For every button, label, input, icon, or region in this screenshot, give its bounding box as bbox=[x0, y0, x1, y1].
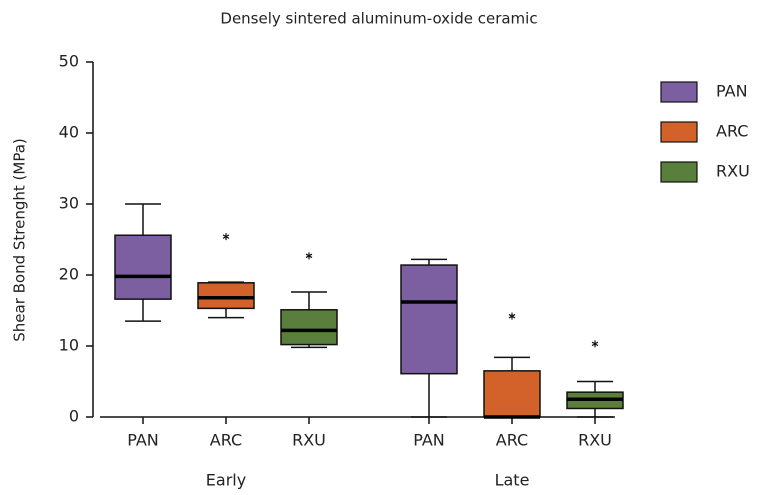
x-tick-label: PAN bbox=[413, 431, 445, 450]
y-tick-label: 0 bbox=[69, 407, 79, 426]
outlier bbox=[508, 312, 516, 320]
legend-swatch bbox=[660, 81, 698, 103]
box bbox=[197, 282, 255, 310]
x-tick-label: RXU bbox=[578, 431, 612, 450]
outlier bbox=[591, 340, 599, 348]
x-tick-label: ARC bbox=[496, 431, 528, 450]
box bbox=[114, 234, 172, 300]
box bbox=[400, 264, 458, 375]
legend-label: RXU bbox=[716, 162, 750, 181]
legend-swatch bbox=[660, 121, 698, 143]
box bbox=[280, 309, 338, 346]
outlier bbox=[305, 252, 313, 260]
legend-swatch bbox=[660, 161, 698, 183]
y-tick-label: 30 bbox=[59, 194, 79, 213]
x-tick-label: PAN bbox=[127, 431, 159, 450]
chart-title: Densely sintered aluminum-oxide ceramic bbox=[220, 10, 537, 28]
outlier bbox=[222, 233, 230, 241]
group-label: Early bbox=[206, 471, 246, 490]
legend-label: PAN bbox=[716, 82, 748, 101]
y-tick-label: 10 bbox=[59, 336, 79, 355]
y-tick-label: 40 bbox=[59, 123, 79, 142]
y-axis-label: Shear Bond Strenght (MPa) bbox=[11, 138, 29, 342]
x-tick-label: RXU bbox=[292, 431, 326, 450]
group-label: Late bbox=[495, 471, 530, 490]
y-tick-label: 20 bbox=[59, 265, 79, 284]
box bbox=[483, 370, 541, 418]
y-tick-label: 50 bbox=[59, 52, 79, 71]
x-tick-label: ARC bbox=[210, 431, 242, 450]
legend-label: ARC bbox=[716, 122, 748, 141]
